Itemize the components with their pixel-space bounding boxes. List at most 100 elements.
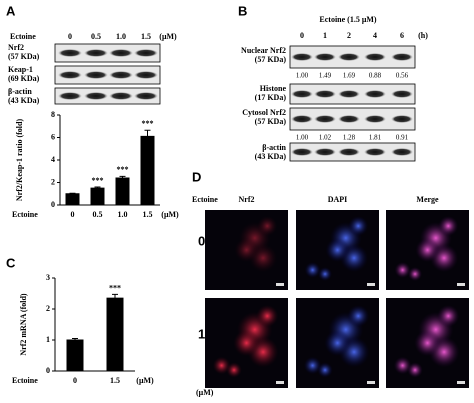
unit-label: (μM) [136, 376, 154, 385]
cell-cluster [324, 329, 351, 357]
y-tick-label: 1 [46, 335, 50, 344]
y-axis-label: Nrf2/Keap-1 ratio (fold) [15, 119, 24, 202]
cell-cluster [437, 305, 460, 327]
time-label: 2 [347, 31, 351, 40]
blot-name: Cytosol Nrf2 [242, 108, 286, 117]
cell-cluster [303, 356, 322, 375]
time-label: 0 [300, 31, 304, 40]
blot-kda: (57 KDa) [255, 55, 287, 64]
significance: *** [117, 165, 129, 174]
blot-band [291, 148, 313, 156]
bar [115, 177, 130, 206]
blot-kda: (57 KDa) [8, 52, 40, 61]
blot-band [314, 90, 336, 98]
blot-name: Keap-1 [8, 65, 33, 74]
blot-band [134, 71, 158, 79]
blot-band [364, 53, 386, 61]
cell-cluster [348, 216, 369, 236]
blot-band [84, 71, 108, 79]
ratio: 1.00 [296, 72, 309, 80]
cell-cluster [212, 356, 231, 375]
blot-band [314, 115, 336, 123]
blot-band [291, 90, 313, 98]
unit-label: (h) [418, 31, 428, 40]
row-label: 0 [198, 233, 205, 248]
x-axis-label: Ectoine [12, 376, 38, 385]
scale-bar [367, 381, 375, 384]
unit-label: (μM) [159, 32, 177, 41]
blot-band [364, 115, 386, 123]
blot-band [291, 115, 313, 123]
cell-cluster [407, 362, 423, 378]
ratio: 1.00 [296, 134, 309, 142]
cell-cluster [394, 262, 411, 278]
bar [90, 187, 105, 206]
blot-band [314, 148, 336, 156]
y-axis-label: Nrf2 mRNA (fold) [19, 293, 28, 356]
blot-band [391, 115, 413, 123]
y-tick-label: 0 [46, 366, 50, 375]
blot-band [391, 90, 413, 98]
error-bar [69, 192, 76, 194]
blot-band [291, 53, 313, 61]
dose-label: 0 [68, 32, 72, 41]
cell-cluster [408, 267, 423, 281]
blot-band [58, 49, 82, 57]
cell-cluster [317, 362, 333, 378]
blot-band [134, 92, 158, 100]
x-tick-label: 1.0 [118, 210, 128, 219]
ratio: 0.56 [396, 72, 409, 80]
dose-label: 0.5 [91, 32, 101, 41]
blot-name: Nuclear Nrf2 [241, 46, 286, 55]
ratio: 1.69 [343, 72, 356, 80]
time-label: 1 [323, 31, 327, 40]
cell-cluster [233, 329, 260, 357]
blot-band [391, 53, 413, 61]
scale-bar [367, 283, 375, 286]
blot-kda: (69 KDa) [8, 74, 40, 83]
cell-cluster [438, 216, 459, 236]
cell-cluster [257, 216, 278, 236]
blot-band [134, 49, 158, 57]
cell-cluster [234, 238, 259, 262]
scale-bar [457, 381, 465, 384]
ratio: 0.88 [369, 72, 382, 80]
scale-bar [457, 283, 465, 286]
y-tick-label: 3 [46, 273, 50, 282]
error-bar [94, 186, 101, 189]
blot-band [84, 49, 108, 57]
panel-label: B [238, 3, 247, 18]
cell-cluster [347, 305, 370, 327]
cell-cluster [304, 262, 321, 278]
cell-cluster [414, 329, 441, 357]
x-tick-label: 1.5 [143, 210, 153, 219]
blot-band [58, 92, 82, 100]
blot-kda: (43 KDa) [255, 152, 287, 161]
x-tick-label: 0 [71, 210, 75, 219]
header: Ectoine (1.5 μM) [319, 15, 377, 24]
cell-cluster [256, 305, 279, 327]
cell-cluster [415, 238, 440, 262]
blot-name: Nrf2 [8, 43, 24, 52]
blot-kda: (17 KDa) [255, 93, 287, 102]
panel-label: A [6, 3, 16, 18]
unit-label: (μM) [196, 388, 214, 397]
cell-cluster [226, 362, 242, 378]
ratio: 1.49 [319, 72, 332, 80]
x-axis-label: Ectoine [12, 210, 38, 219]
blot-band [338, 148, 360, 156]
ratio: 0.91 [396, 134, 409, 142]
y-tick-label: 0 [51, 200, 55, 209]
time-label: 4 [373, 31, 377, 40]
blot-band [391, 148, 413, 156]
y-tick-label: 4 [51, 155, 55, 164]
x-tick-label: 0.5 [93, 210, 103, 219]
blot-band [338, 53, 360, 61]
blot-name: β-actin [262, 143, 286, 152]
panel-label: D [192, 169, 201, 184]
blot-band [109, 49, 133, 57]
blot-band [364, 148, 386, 156]
error-bar [119, 175, 126, 178]
blot-band [109, 71, 133, 79]
